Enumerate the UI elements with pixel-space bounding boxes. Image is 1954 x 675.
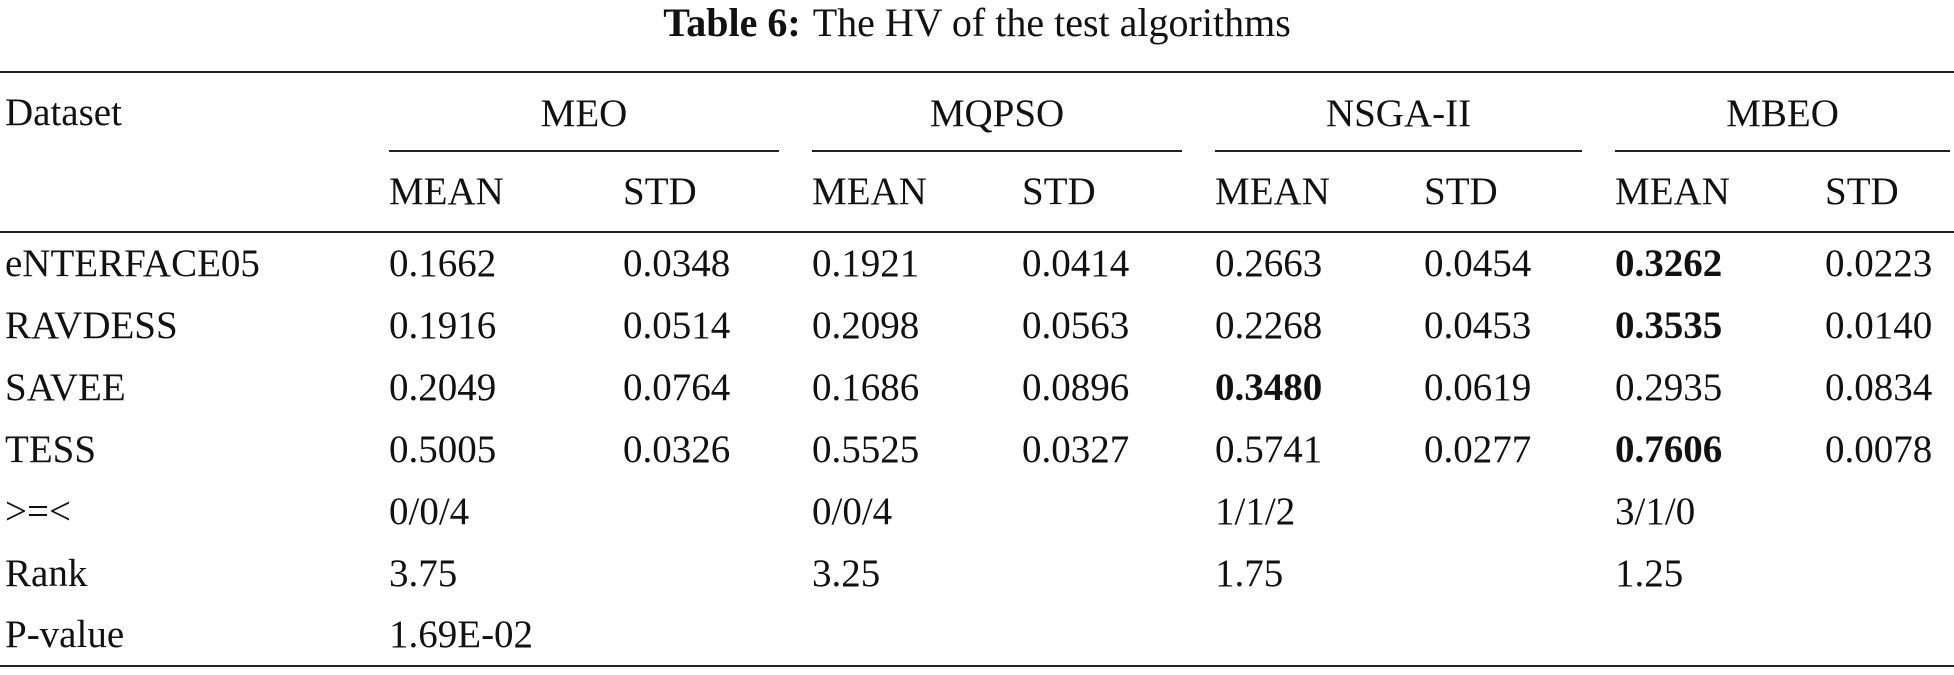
data-row: SAVEE 0.2049 0.0764 0.1686 0.0896 0.3480… [0,356,1954,418]
summary-label: P-value [5,613,125,656]
cell: 0.0326 [623,427,731,471]
table-body: eNTERFACE05 0.1662 0.0348 0.1921 0.0414 … [0,232,1954,666]
cell: 0.0896 [1022,365,1130,409]
cell: 0.3535 [1615,294,1825,356]
subheader: STD [1825,152,1954,233]
subheader: STD [1022,152,1216,233]
cell: 0.1686 [812,365,920,409]
cell: 0.7606 [1615,418,1825,480]
subheader: STD [1424,152,1616,233]
results-table: Dataset MEO MQPSO NSGA-II MBEO MEAN STD … [0,71,1954,667]
data-row: RAVDESS 0.1916 0.0514 0.2098 0.0563 0.22… [0,294,1954,356]
cell: 0.2098 [812,303,920,347]
cell: 0.5525 [812,427,920,471]
table-caption: Table 6: The HV of the test algorithms [0,0,1954,72]
subheader: MEAN [812,152,1023,233]
cell: 0.0140 [1825,303,1933,347]
summary-cell: 1.69E-02 [389,613,534,656]
summary-cell: 1.25 [1615,551,1684,595]
data-row: eNTERFACE05 0.1662 0.0348 0.1921 0.0414 … [0,232,1954,294]
group-header: MEO [389,91,780,152]
group-cell: MBEO [1615,72,1954,152]
summary-cell: 0/0/4 [812,489,893,533]
group-header: MBEO [1615,91,1951,152]
summary-label: >=< [5,489,71,533]
best-value: 0.3262 [1615,242,1723,285]
group-cell: MEO [389,72,812,152]
cell: 0.0348 [623,242,731,285]
cell: 0.2049 [389,365,497,409]
cell: 0.0619 [1424,365,1532,409]
cell: 0.0563 [1022,303,1130,347]
cell: 0.0414 [1022,242,1130,285]
cell: 0.3480 [1215,356,1424,418]
cell: 0.0223 [1825,242,1933,285]
cell: 0.0277 [1424,427,1532,471]
subheader: MEAN [1215,152,1425,233]
group-header: NSGA-II [1215,91,1583,152]
group-header: MQPSO [812,91,1183,152]
summary-cell: 1/1/2 [1215,489,1296,533]
dataset-name: SAVEE [5,365,126,409]
summary-cell: 3.25 [812,551,881,595]
cell: 0.0834 [1825,365,1933,409]
cell: 0.1662 [389,242,497,285]
subheader: MEAN [389,152,623,233]
cell: 0.2663 [1215,242,1323,285]
cell: 0.5005 [389,427,497,471]
cell: 0.0514 [623,303,731,347]
cell: 0.0078 [1825,427,1933,471]
summary-cell: 0/0/4 [389,489,470,533]
subheader: MEAN [1615,152,1826,233]
cell: 0.2935 [1615,365,1723,409]
dataset-header: Dataset [5,91,122,134]
group-cell: NSGA-II [1215,72,1615,152]
data-row: TESS 0.5005 0.0326 0.5525 0.0327 0.5741 … [0,418,1954,480]
cell: 0.5741 [1215,427,1323,471]
summary-label: Rank [5,551,88,595]
summary-row: Rank 3.75 3.25 1.75 1.25 [0,542,1954,604]
subheader: STD [623,152,813,233]
cell: 0.0454 [1424,242,1532,285]
cell: 0.0453 [1424,303,1532,347]
empty-cell [812,604,1954,666]
caption-text: The HV of the test algorithms [812,0,1291,45]
header-row: Dataset MEO MQPSO NSGA-II MBEO [0,72,1954,152]
group-cell: MQPSO [812,72,1215,152]
cell: 0.2268 [1215,303,1323,347]
summary-cell: 1.75 [1215,551,1284,595]
cell: 0.1921 [812,242,920,285]
summary-cell: 3.75 [389,551,458,595]
summary-row: P-value 1.69E-02 [0,604,1954,666]
cell: 0.0327 [1022,427,1130,471]
subheader-row: MEAN STD MEAN STD MEAN STD MEAN STD [0,152,1954,233]
caption-label: Table 6: [663,0,801,45]
empty-cell [0,152,389,233]
cell: 0.3262 [1615,232,1825,294]
cell: 0.1916 [389,303,497,347]
dataset-name: RAVDESS [5,303,178,347]
best-value: 0.3480 [1215,365,1323,409]
dataset-name: TESS [5,427,97,471]
cell: 0.0764 [623,365,731,409]
summary-row: >=< 0/0/4 0/0/4 1/1/2 3/1/0 [0,480,1954,542]
dataset-name: eNTERFACE05 [5,242,260,285]
summary-cell: 3/1/0 [1615,489,1696,533]
table-head: Dataset MEO MQPSO NSGA-II MBEO MEAN STD … [0,72,1954,233]
best-value: 0.3535 [1615,303,1723,347]
best-value: 0.7606 [1615,427,1723,471]
